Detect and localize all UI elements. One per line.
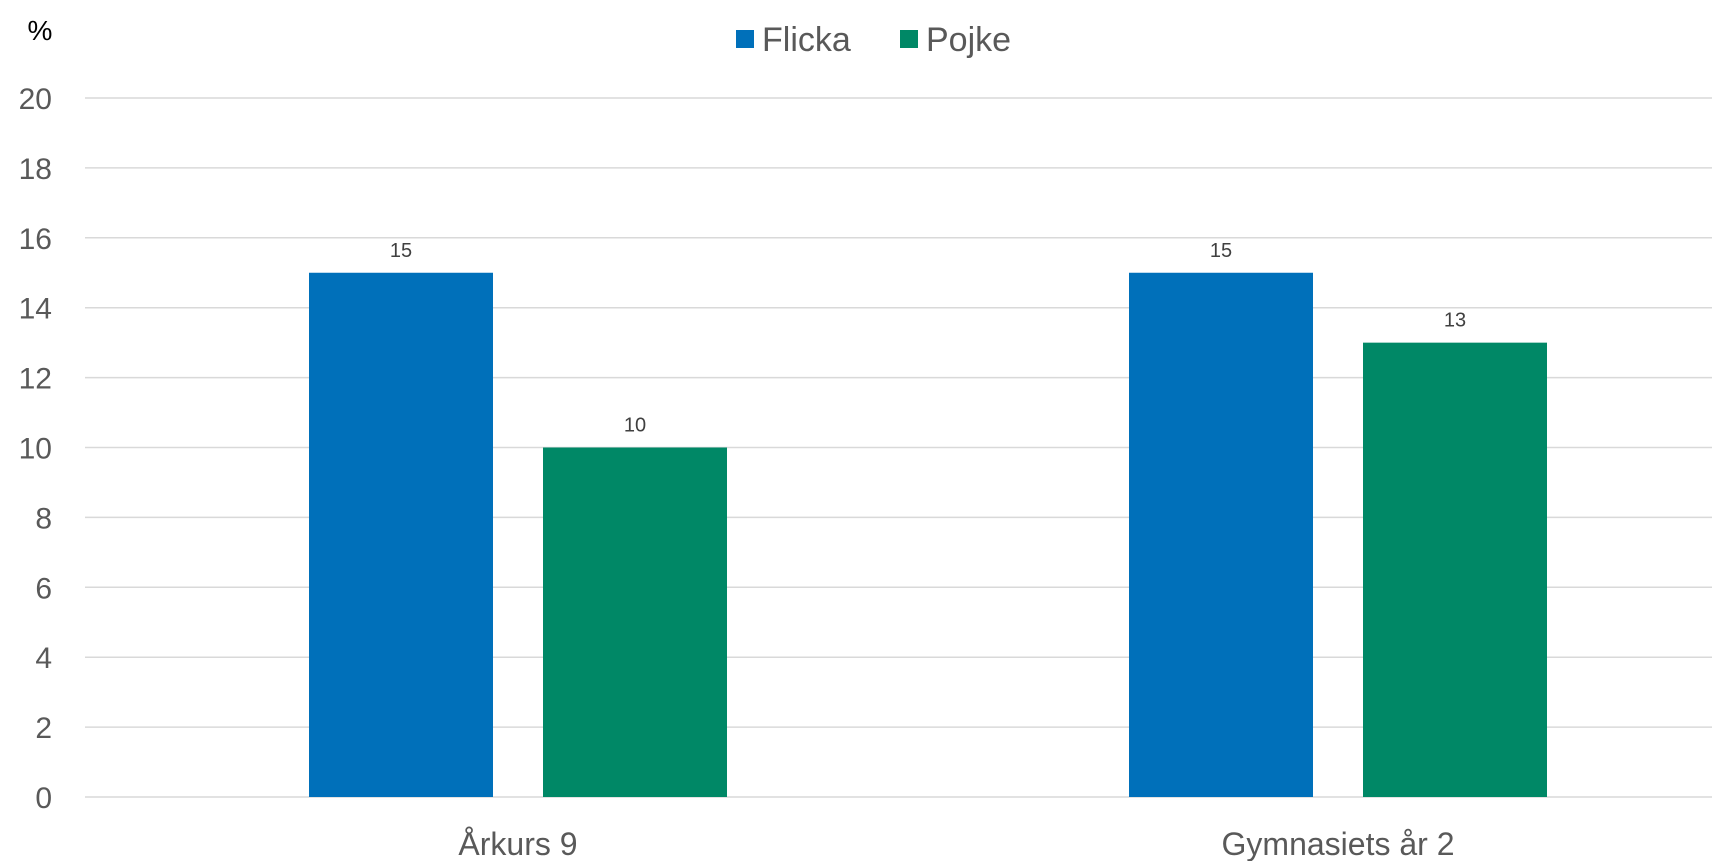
y-tick-label: 8 (35, 502, 52, 535)
data-label: 13 (1444, 310, 1466, 332)
y-tick-label: 14 (19, 293, 52, 326)
data-label: 10 (624, 415, 646, 437)
y-tick-label: 0 (35, 782, 52, 815)
y-tick-label: 10 (19, 433, 52, 466)
legend-swatch-pojke (900, 30, 918, 48)
y-tick-label: 16 (19, 223, 52, 256)
legend-swatch-flicka (736, 30, 754, 48)
bar-pojke-1 (543, 447, 727, 797)
data-label: 15 (390, 240, 412, 262)
legend-label-flicka: Flicka (762, 21, 851, 59)
bar-pojke-2 (1363, 342, 1547, 797)
y-tick-label: 4 (35, 642, 52, 675)
legend-label-pojke: Pojke (926, 21, 1011, 59)
bar-flicka-1 (309, 272, 493, 797)
y-tick-label: 2 (35, 712, 52, 745)
y-tick-label: 6 (35, 572, 52, 605)
x-category-label: Gymnasiets år 2 (1222, 826, 1455, 861)
data-label: 15 (1210, 240, 1232, 262)
y-axis-label: % (28, 15, 53, 46)
y-tick-label: 12 (19, 363, 52, 396)
y-tick-label: 20 (19, 83, 52, 116)
data-labels: 15 15 10 13 (390, 240, 1466, 437)
y-tick-label: 18 (19, 153, 52, 186)
y-axis: % 0 2 4 6 8 10 12 14 16 18 20 (19, 15, 53, 815)
x-axis: Årkurs 9 Gymnasiets år 2 (458, 826, 1454, 861)
bar-flicka-2 (1129, 272, 1313, 797)
x-category-label: Årkurs 9 (458, 826, 577, 861)
bars (309, 272, 1547, 797)
legend: Flicka Pojke (736, 21, 1011, 59)
